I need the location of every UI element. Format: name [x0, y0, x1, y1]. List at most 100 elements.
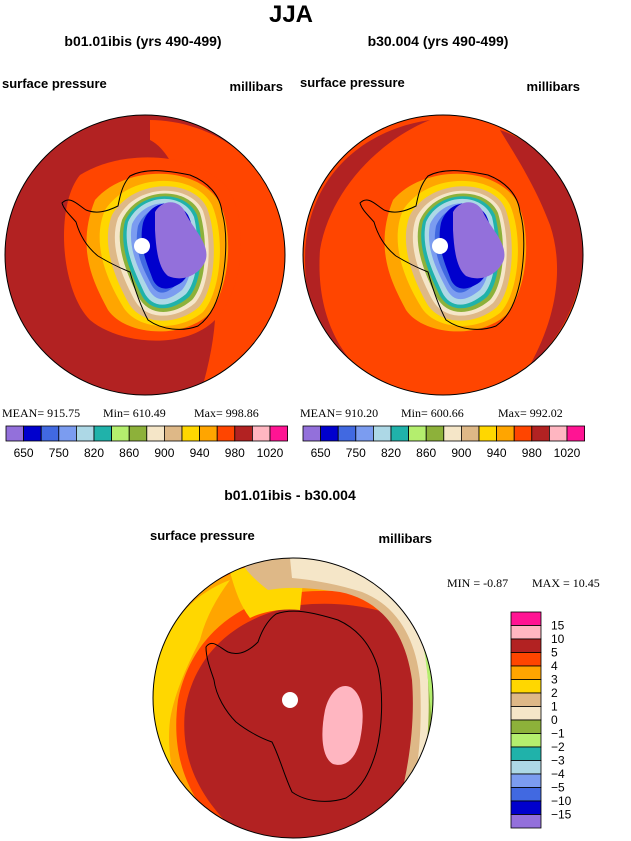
panel-a-colorbar: 650 750 820 860 900 940 980 1020: [5, 425, 289, 460]
panel-a-colorbar-swatch: [5, 425, 25, 442]
panel-c-min: MIN = -0.87: [447, 576, 508, 590]
panel-c-band-4to5: [153, 560, 433, 838]
panel-a-map: [5, 115, 285, 395]
panel-a-colorbar-swatch: [58, 425, 77, 442]
panel-a-units-label: millibars: [230, 79, 283, 94]
panel-c-colorbar-swatch: [510, 760, 542, 775]
panel-a-colorbar-tick-label: 860: [119, 446, 139, 460]
panel-c-colorbar-tick-label: −1: [551, 727, 565, 741]
panel-a-colorbar-swatch: [181, 425, 201, 442]
panel-c-colorbar-swatch: [510, 719, 542, 734]
panel-a-colorbar-swatch: [163, 425, 183, 442]
panel-a: b01.01ibis (yrs 490-499) surface pressur…: [2, 33, 289, 460]
panel-a-colorbar-swatch: [93, 425, 113, 442]
panel-b-colorbar-tick-label: 820: [381, 446, 401, 460]
panel-c-colorbar-tick-label: 3: [551, 673, 558, 687]
panel-c-max: MAX = 10.45: [532, 576, 600, 590]
panel-b-field-label: surface pressure: [300, 75, 405, 90]
panel-c-colorbar-swatch: [510, 733, 542, 748]
panel-b-colorbar-tick-label: 860: [416, 446, 436, 460]
panel-c-colorbar-tick-label: −2: [551, 740, 565, 754]
panel-c-colorbar-swatch: [510, 652, 542, 667]
panel-c-title: b01.01ibis - b30.004: [224, 487, 356, 503]
panel-c-colorbar-swatch: [510, 706, 542, 721]
panel-b-pole-mask: [432, 238, 448, 254]
panel-c-colorbar-tick-label: 15: [551, 619, 565, 633]
panel-b-colorbar-swatch: [531, 425, 550, 442]
panel-b-colorbar-tick-label: 1020: [554, 446, 581, 460]
panel-a-colorbar-swatch: [216, 425, 236, 442]
panel-b-border: [302, 114, 584, 396]
panel-c-colorbar-swatch: [510, 679, 542, 694]
panel-a-colorbar-swatch: [111, 425, 130, 442]
panel-c: b01.01ibis - b30.004 surface pressure mi…: [150, 487, 600, 839]
panel-b-colorbar-swatch: [549, 425, 568, 442]
panel-a-colorbar-swatch: [76, 425, 95, 442]
panel-b-colorbar-swatch: [425, 425, 445, 442]
panel-a-colorbar-swatch: [128, 425, 148, 442]
panel-c-colorbar-tick-label: 0: [551, 713, 558, 727]
panel-b-colorbar-swatch: [408, 425, 427, 442]
panel-a-colorbar-tick-label: 750: [49, 446, 69, 460]
panel-a-coastline: [61, 170, 227, 330]
panel-c-colorbar-swatch: [510, 692, 542, 707]
panel-b-band-985-west: [305, 120, 430, 390]
panel-b-max: Max= 992.02: [498, 406, 563, 420]
panel-c-colorbar-swatch: [510, 611, 542, 626]
panel-a-colorbar-tick-label: 940: [190, 446, 210, 460]
panel-b-units-label: millibars: [527, 79, 580, 94]
panel-c-colorbar-swatch: [510, 814, 542, 829]
panel-b-colorbar: 650 750 820 860 900 940 980 1020: [302, 425, 586, 460]
panel-b: b30.004 (yrs 490-499) surface pressure m…: [300, 33, 586, 460]
panel-a-colorbar-swatch: [40, 425, 60, 442]
panel-a-band-650: [155, 202, 207, 279]
panel-a-colorbar-swatch: [251, 425, 271, 442]
panel-a-min: Min= 610.49: [103, 406, 166, 420]
panel-c-colorbar-swatch: [510, 773, 542, 788]
panel-a-colorbar-swatch: [199, 425, 218, 442]
panel-c-field-label: surface pressure: [150, 528, 255, 543]
panel-b-colorbar-swatch: [390, 425, 410, 442]
panel-b-min: Min= 600.66: [401, 406, 464, 420]
panel-b-colorbar-swatch: [302, 425, 322, 442]
panel-c-colorbar-tick-label: 1: [551, 700, 558, 714]
page-title: JJA: [269, 1, 313, 28]
panel-b-colorbar-tick-label: 750: [346, 446, 366, 460]
panel-c-colorbar-swatch: [510, 746, 542, 761]
panel-a-colorbar-tick-label: 1020: [257, 446, 284, 460]
panel-c-units-label: millibars: [379, 531, 432, 546]
panel-b-colorbar-swatch: [460, 425, 480, 442]
panel-b-colorbar-swatch: [443, 425, 462, 442]
panel-c-colorbar-tick-label: 5: [551, 646, 558, 660]
panel-b-colorbar-swatch: [496, 425, 515, 442]
panel-c-border: [152, 557, 434, 839]
panel-b-colorbar-swatch: [478, 425, 498, 442]
panel-b-band-985-east: [500, 130, 583, 365]
panel-c-pole-mask: [282, 692, 298, 708]
panel-b-colorbar-swatch: [372, 425, 392, 442]
panel-c-colorbar-tick-label: 4: [551, 659, 558, 673]
panel-c-band-10to15: [322, 686, 363, 765]
panel-b-coastline: [359, 170, 525, 330]
panel-b-colorbar-swatch: [513, 425, 533, 442]
panel-c-colorbar-tick-label: −4: [551, 767, 565, 781]
panel-b-colorbar-swatch: [566, 425, 586, 442]
panel-b-title: b30.004 (yrs 490-499): [368, 33, 509, 49]
panel-b-band-650: [453, 202, 505, 279]
panel-b-colorbar-tick-label: 900: [451, 446, 471, 460]
panel-c-colorbar-tick-label: −15: [551, 808, 572, 822]
panel-b-map: [303, 115, 583, 395]
panel-b-colorbar-tick-label: 650: [311, 446, 331, 460]
panel-a-border: [4, 114, 286, 396]
panel-a-field-label: surface pressure: [2, 76, 107, 91]
panel-b-colorbar-tick-label: 980: [522, 446, 542, 460]
panel-c-colorbar-swatch: [510, 800, 542, 815]
panel-b-colorbar-swatch: [320, 425, 339, 442]
panel-a-title: b01.01ibis (yrs 490-499): [64, 33, 221, 49]
panel-c-coastline: [205, 610, 383, 802]
panel-a-mean: MEAN= 915.75: [2, 406, 80, 420]
panel-c-colorbar-tick-label: −3: [551, 754, 565, 768]
panel-b-mean: MEAN= 910.20: [300, 406, 378, 420]
